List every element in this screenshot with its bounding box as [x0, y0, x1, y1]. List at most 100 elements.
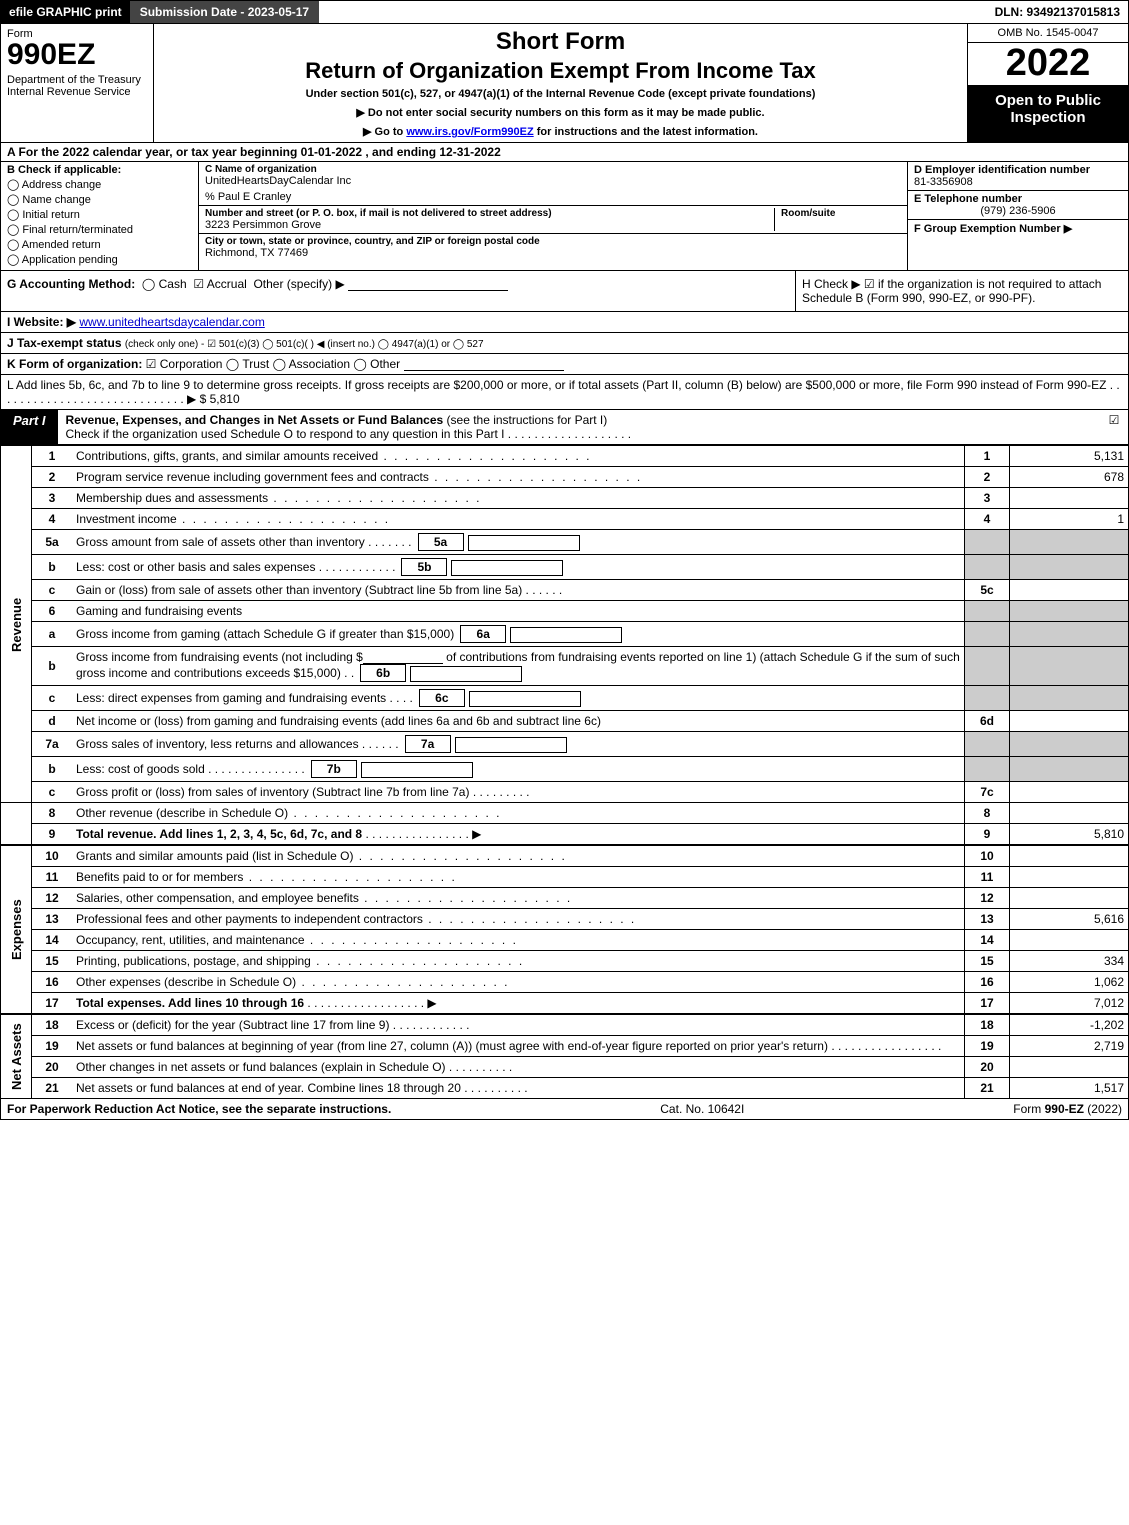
l7b-text: Less: cost of goods sold — [76, 762, 205, 776]
l8-box: 8 — [965, 803, 1010, 824]
l5c-amt — [1010, 580, 1129, 601]
website-link[interactable]: www.unitedheartsdaycalendar.com — [79, 315, 264, 329]
header-left: Form 990EZ Department of the Treasury In… — [1, 24, 154, 142]
irs-link[interactable]: www.irs.gov/Form990EZ — [406, 126, 533, 138]
g-cash[interactable]: Cash — [159, 277, 187, 291]
l6d-desc: Net income or (loss) from gaming and fun… — [72, 711, 965, 732]
g-accrual[interactable]: Accrual — [207, 277, 247, 291]
k-form-org-row: K Form of organization: ☑ Corporation ◯ … — [0, 354, 1129, 375]
l7a-amtg — [1010, 732, 1129, 757]
care-of: % Paul E Cranley — [205, 191, 901, 203]
dln-label: DLN: 93492137015813 — [987, 1, 1128, 23]
l5a-num: 5a — [32, 530, 73, 555]
l6c-amtg — [1010, 686, 1129, 711]
efile-print-button[interactable]: efile GRAPHIC print — [1, 1, 130, 23]
note-goto: ▶ Go to www.irs.gov/Form990EZ for instru… — [162, 125, 959, 138]
l6b-desc: Gross income from fundraising events (no… — [72, 647, 965, 686]
footer-right-prefix: Form — [1013, 1102, 1044, 1116]
c-name-label: C Name of organization — [205, 164, 901, 175]
l3-amt — [1010, 488, 1129, 509]
org-name: UnitedHeartsDayCalendar Inc — [205, 175, 901, 187]
check-amended-return[interactable]: ◯ Amended return — [7, 238, 192, 251]
l5a-text: Gross amount from sale of assets other t… — [76, 535, 365, 549]
part1-title-rest: (see the instructions for Part I) — [443, 413, 607, 427]
check-application-pending[interactable]: ◯ Application pending — [7, 253, 192, 266]
b-item-4: Amended return — [22, 239, 101, 251]
c-name-row: C Name of organization UnitedHeartsDayCa… — [199, 162, 907, 206]
footer-right-suffix: (2022) — [1084, 1102, 1122, 1116]
l17-desc: Total expenses. Add lines 10 through 16 … — [72, 993, 965, 1014]
l21-amt: 1,517 — [1010, 1078, 1129, 1099]
l6b-pre: Gross income from fundraising events (no… — [76, 650, 363, 664]
l5b-boxg — [965, 555, 1010, 580]
l1-num: 1 — [32, 446, 73, 467]
l7b-amtg — [1010, 757, 1129, 782]
l2-desc: Program service revenue including govern… — [72, 467, 965, 488]
l6c-boxg — [965, 686, 1010, 711]
l5b-desc: Less: cost or other basis and sales expe… — [72, 555, 965, 580]
footer-mid: Cat. No. 10642I — [660, 1102, 744, 1116]
l6a-text: Gross income from gaming (attach Schedul… — [76, 627, 454, 641]
ein-value: 81-3356908 — [914, 176, 1122, 188]
g-label: G Accounting Method: — [7, 277, 135, 291]
footer: For Paperwork Reduction Act Notice, see … — [0, 1099, 1129, 1120]
l5c-desc: Gain or (loss) from sale of assets other… — [72, 580, 965, 601]
l7b-boxg — [965, 757, 1010, 782]
l7a-num: 7a — [32, 732, 73, 757]
l6a-num: a — [32, 622, 73, 647]
l15-desc: Printing, publications, postage, and shi… — [72, 951, 965, 972]
l14-desc: Occupancy, rent, utilities, and maintena… — [72, 930, 965, 951]
l7c-desc: Gross profit or (loss) from sales of inv… — [72, 782, 965, 803]
l9-num: 9 — [32, 824, 73, 845]
l6b-subamt — [410, 666, 522, 682]
j-label: J Tax-exempt status — [7, 336, 122, 350]
check-address-change[interactable]: ◯ Address change — [7, 178, 192, 191]
l4-box: 4 — [965, 509, 1010, 530]
l6a-amtg — [1010, 622, 1129, 647]
l16-num: 16 — [32, 972, 73, 993]
l16-box: 16 — [965, 972, 1010, 993]
l13-desc: Professional fees and other payments to … — [72, 909, 965, 930]
k-options[interactable]: ☑ Corporation ◯ Trust ◯ Association ◯ Ot… — [146, 357, 400, 371]
l-text: L Add lines 5b, 6c, and 7b to line 9 to … — [7, 378, 1120, 406]
header-right: OMB No. 1545-0047 2022 Open to Public In… — [967, 24, 1128, 142]
note2-prefix: ▶ Go to — [363, 126, 406, 138]
l14-amt — [1010, 930, 1129, 951]
l5c-box: 5c — [965, 580, 1010, 601]
check-name-change[interactable]: ◯ Name change — [7, 193, 192, 206]
g-other-fill[interactable] — [348, 290, 508, 291]
l2-box: 2 — [965, 467, 1010, 488]
l8-desc: Other revenue (describe in Schedule O) — [72, 803, 965, 824]
l5c-num: c — [32, 580, 73, 601]
l6a-subamt — [510, 627, 622, 643]
l9-box: 9 — [965, 824, 1010, 845]
k-other-fill[interactable] — [404, 370, 564, 371]
top-bar: efile GRAPHIC print Submission Date - 20… — [0, 0, 1129, 24]
l9-text: Total revenue. Add lines 1, 2, 3, 4, 5c,… — [76, 827, 362, 841]
l6d-num: d — [32, 711, 73, 732]
check-final-return[interactable]: ◯ Final return/terminated — [7, 223, 192, 236]
l14-num: 14 — [32, 930, 73, 951]
part1-check-line: Check if the organization used Schedule … — [66, 427, 632, 441]
submission-date: Submission Date - 2023-05-17 — [130, 1, 319, 23]
k-label: K Form of organization: — [7, 357, 142, 371]
form-number: 990EZ — [7, 40, 147, 70]
l7b-subamt — [361, 762, 473, 778]
l14-box: 14 — [965, 930, 1010, 951]
b-item-1: Name change — [22, 194, 91, 206]
spacer — [319, 1, 986, 23]
l3-box: 3 — [965, 488, 1010, 509]
l1-amt: 5,131 — [1010, 446, 1129, 467]
l20-text: Other changes in net assets or fund bala… — [76, 1060, 446, 1074]
g-other[interactable]: Other (specify) ▶ — [253, 277, 344, 291]
part1-checkbox[interactable]: ☑ — [1100, 410, 1128, 444]
l10-num: 10 — [32, 846, 73, 867]
phone-value: (979) 236-5906 — [914, 205, 1122, 217]
l7a-sub: 7a — [405, 735, 451, 753]
short-form-title: Short Form — [162, 28, 959, 56]
main-title: Return of Organization Exempt From Incom… — [162, 58, 959, 84]
l13-amt: 5,616 — [1010, 909, 1129, 930]
l17-amt: 7,012 — [1010, 993, 1129, 1014]
j-options[interactable]: (check only one) - ☑ 501(c)(3) ◯ 501(c)(… — [125, 339, 484, 350]
check-initial-return[interactable]: ◯ Initial return — [7, 208, 192, 221]
